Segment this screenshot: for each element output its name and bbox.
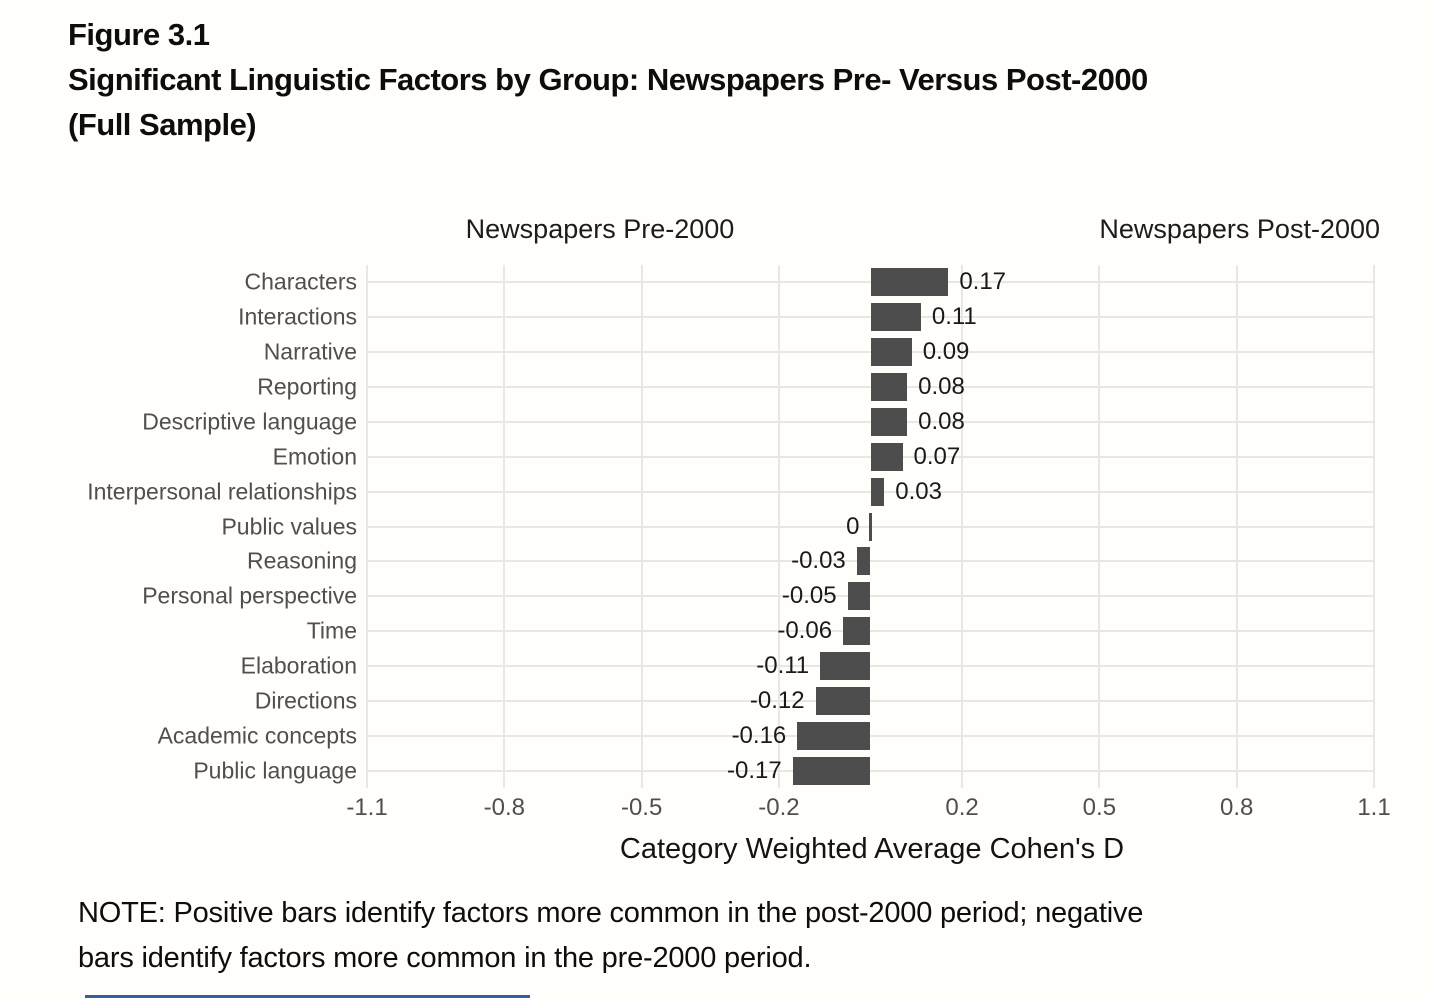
figure-note-line-1: NOTE: Positive bars identify factors mor… (78, 897, 1144, 929)
value-label-interactions: 0.11 (931, 303, 977, 331)
bar-reasoning (856, 547, 871, 576)
bar-elaboration (820, 651, 871, 680)
h-gridline (367, 734, 1374, 737)
x-tick-08: 0.8 (1219, 794, 1254, 821)
value-label-emotion: 0.07 (913, 442, 961, 470)
bar-interactions (870, 303, 921, 332)
value-label-directions: -0.12 (749, 686, 805, 714)
figure-note: NOTE: Positive bars identify factors mor… (78, 891, 1398, 981)
figure-label: Figure 3.1 (68, 17, 210, 52)
h-gridline (367, 560, 1374, 563)
category-label-descriptive-language: Descriptive language (142, 408, 357, 435)
figure-title-line-2: (Full Sample) (68, 107, 257, 142)
v-gridline (1373, 265, 1375, 788)
figure-note-line-2: bars identify factors more common in the… (78, 942, 812, 974)
x-tick-08: -0.8 (483, 794, 525, 821)
bar-public-values (869, 512, 872, 541)
x-axis-title: Category Weighted Average Cohen's D (619, 833, 1125, 865)
figure-title-block: Figure 3.1 Significant Linguistic Factor… (68, 12, 1398, 147)
value-label-public-language: -0.17 (726, 756, 782, 784)
category-label-academic-concepts: Academic concepts (157, 722, 357, 749)
bar-public-language (792, 756, 871, 785)
h-gridline (367, 699, 1374, 702)
category-label-directions: Directions (254, 687, 357, 714)
x-tick-11: 1.1 (1357, 794, 1391, 821)
figure-title-line-1: Significant Linguistic Factors by Group:… (68, 62, 1148, 97)
bar-reporting (870, 373, 908, 402)
value-label-reporting: 0.08 (918, 373, 965, 401)
category-label-interpersonal-relationships: Interpersonal relationships (87, 478, 357, 505)
v-gridline (1235, 265, 1238, 788)
v-gridline (777, 265, 780, 788)
category-label-public-values: Public values (221, 513, 357, 539)
value-label-personal-perspective: -0.05 (781, 582, 837, 610)
value-label-time: -0.06 (777, 617, 833, 645)
value-label-reasoning: -0.03 (791, 547, 846, 575)
chart-panel: 0.17 0.11 0.09 0.08 0.08 0.07 0.03 0 -0.03 -0.05 -… (366, 265, 1375, 788)
bar-personal-perspective (847, 582, 871, 611)
value-label-interpersonal-relationships: 0.03 (895, 477, 942, 505)
category-label-reasoning: Reasoning (247, 547, 357, 574)
category-label-public-language: Public language (193, 757, 357, 784)
h-gridline (367, 664, 1374, 667)
h-gridline (367, 595, 1374, 598)
value-label-characters: 0.17 (959, 268, 1007, 296)
h-gridline (367, 769, 1374, 772)
x-tick-05: 0.5 (1082, 794, 1117, 821)
group-header-pre-2000: Newspapers Pre-2000 (465, 214, 735, 244)
bar-academic-concepts (797, 721, 871, 750)
x-tick-05: -0.5 (620, 794, 663, 821)
x-tick-02: -0.2 (758, 794, 800, 821)
category-labels: Characters Interactions Narrative Reporting… (0, 265, 357, 788)
bar-time (843, 617, 871, 646)
value-label-narrative: 0.09 (922, 338, 970, 366)
bar-narrative (870, 338, 912, 367)
value-label-public-values: 0 (846, 512, 860, 540)
category-label-emotion: Emotion (272, 443, 357, 470)
v-gridline (640, 265, 643, 788)
v-gridline (961, 265, 964, 788)
category-label-narrative: Narrative (263, 338, 357, 365)
group-header-post-2000: Newspapers Post-2000 (1099, 214, 1380, 244)
category-label-interactions: Interactions (238, 303, 357, 330)
category-label-time: Time (306, 617, 357, 644)
v-gridline (503, 265, 506, 788)
bar-emotion (870, 442, 903, 471)
value-label-descriptive-language: 0.08 (918, 407, 965, 435)
category-label-elaboration: Elaboration (240, 652, 357, 679)
x-tick-11: -1.1 (346, 794, 388, 821)
category-label-characters: Characters (244, 268, 357, 295)
x-tick-02: 0.2 (945, 794, 979, 821)
v-gridline (1098, 265, 1101, 788)
bar-characters (870, 268, 949, 297)
v-gridline (366, 265, 368, 788)
value-label-elaboration: -0.11 (756, 651, 810, 679)
value-label-academic-concepts: -0.16 (731, 721, 787, 749)
h-gridline (367, 630, 1374, 633)
category-label-reporting: Reporting (257, 373, 357, 400)
bar-descriptive-language (870, 407, 908, 436)
bottom-rule (85, 995, 530, 998)
x-tick-labels: -1.1 -0.8 -0.5 -0.2 0.2 0.5 0.8 1.1 (346, 794, 1390, 824)
bar-interpersonal-relationships (870, 477, 885, 506)
category-label-personal-perspective: Personal perspective (142, 582, 357, 609)
bar-directions (815, 686, 871, 715)
